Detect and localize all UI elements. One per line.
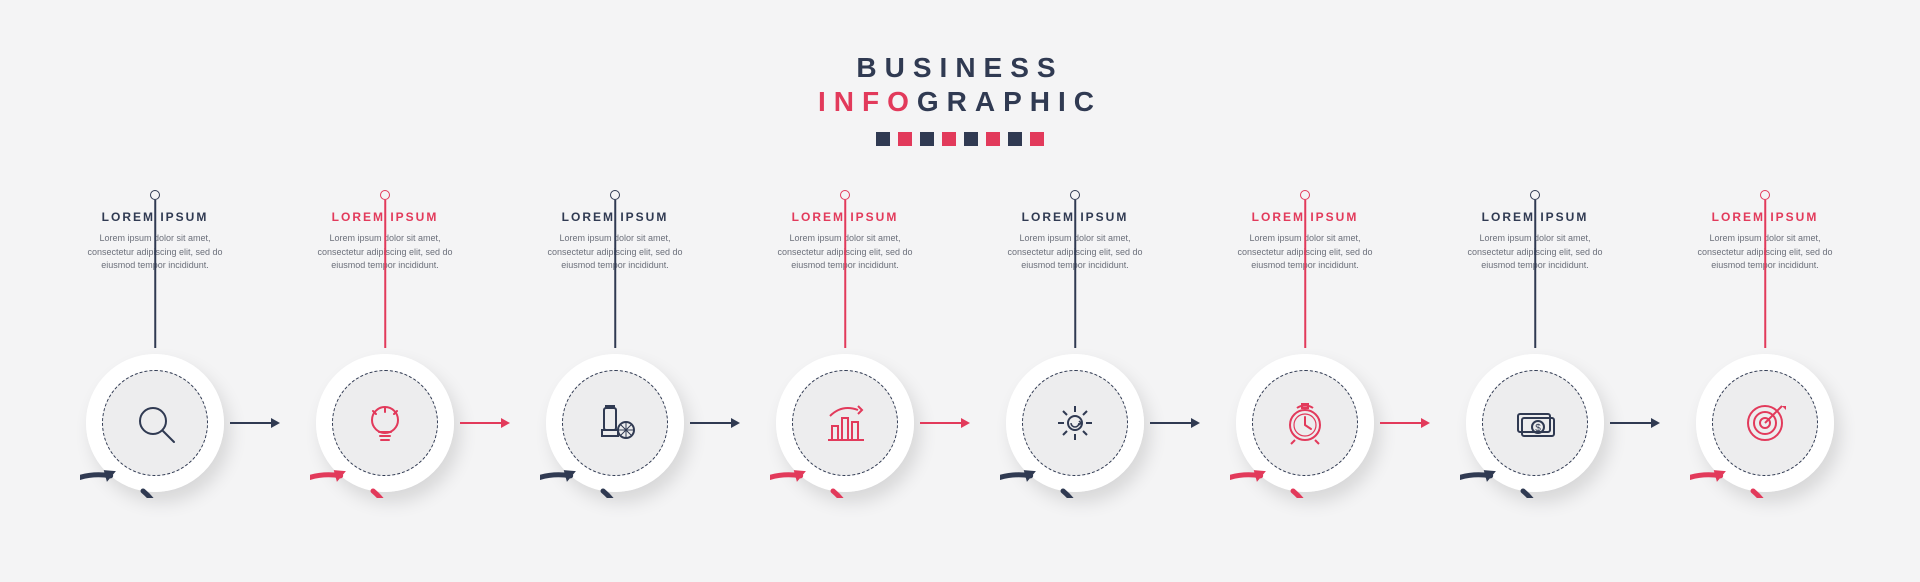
timeline-step: LOREM IPSUM Lorem ipsum dolor sit amet, … [990,210,1160,498]
decor-square [1008,132,1022,146]
target-icon [1742,400,1788,446]
step-pin [380,190,390,200]
connector-arrow [1610,422,1660,424]
step-stem [1304,200,1306,348]
money-icon [1512,400,1558,446]
step-disc [1690,348,1840,498]
connector-arrow [690,422,740,424]
decor-square [898,132,912,146]
timeline-step: LOREM IPSUM Lorem ipsum dolor sit amet, … [1450,210,1620,498]
decor-squares [0,132,1920,146]
step-disc [540,348,690,498]
step-stem [844,200,846,348]
title-line2-rest: GRAPHIC [917,86,1102,117]
connector-arrow [460,422,510,424]
connector-arrow [1150,422,1200,424]
timeline-step: LOREM IPSUM Lorem ipsum dolor sit amet, … [300,210,470,498]
decor-square [1030,132,1044,146]
strategy-icon [592,400,638,446]
connector-arrow [230,422,280,424]
title-line2: INFOGRAPHIC [0,86,1920,118]
step-pin [840,190,850,200]
step-disc [1230,348,1380,498]
step-pin [150,190,160,200]
title-line1: BUSINESS [0,52,1920,84]
step-disc [1460,348,1610,498]
step-pin [610,190,620,200]
title-line2-accent: INFO [818,86,917,117]
timeline-step: LOREM IPSUM Lorem ipsum dolor sit amet, … [530,210,700,498]
step-stem [614,200,616,348]
disc-inner [562,370,668,476]
decor-square [986,132,1000,146]
step-disc [1000,348,1150,498]
gear-icon [1052,400,1098,446]
disc-inner [332,370,438,476]
step-disc [80,348,230,498]
magnifier-icon [132,400,178,446]
decor-square [964,132,978,146]
disc-inner [1252,370,1358,476]
step-stem [154,200,156,348]
decor-square [942,132,956,146]
bulb-icon [362,400,408,446]
disc-inner [1482,370,1588,476]
step-disc [770,348,920,498]
step-pin [1530,190,1540,200]
timeline-step: LOREM IPSUM Lorem ipsum dolor sit amet, … [1680,210,1850,498]
step-pin [1070,190,1080,200]
step-pin [1760,190,1770,200]
clock-icon [1282,400,1328,446]
connector-arrow [920,422,970,424]
timeline-step: LOREM IPSUM Lorem ipsum dolor sit amet, … [1220,210,1390,498]
step-stem [1074,200,1076,348]
timeline-step: LOREM IPSUM Lorem ipsum dolor sit amet, … [70,210,240,498]
decor-square [920,132,934,146]
disc-inner [1712,370,1818,476]
chart-icon [822,400,868,446]
disc-inner [792,370,898,476]
step-stem [1764,200,1766,348]
timeline-row: LOREM IPSUM Lorem ipsum dolor sit amet, … [0,210,1920,498]
step-pin [1300,190,1310,200]
disc-inner [1022,370,1128,476]
timeline-step: LOREM IPSUM Lorem ipsum dolor sit amet, … [760,210,930,498]
decor-square [876,132,890,146]
step-disc [310,348,460,498]
connector-arrow [1380,422,1430,424]
step-stem [1534,200,1536,348]
disc-inner [102,370,208,476]
step-stem [384,200,386,348]
header: BUSINESS INFOGRAPHIC [0,52,1920,146]
